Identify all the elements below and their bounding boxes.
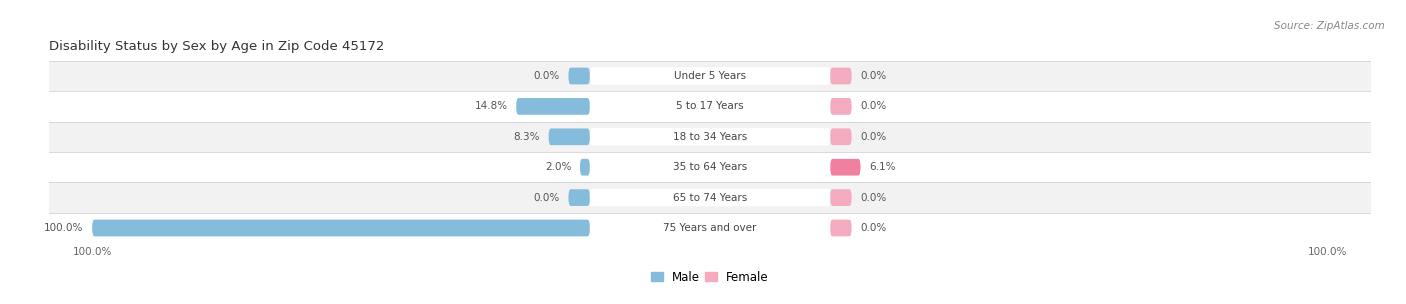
Text: 0.0%: 0.0% [860,102,886,111]
Text: Disability Status by Sex by Age in Zip Code 45172: Disability Status by Sex by Age in Zip C… [49,40,385,53]
FancyBboxPatch shape [93,220,591,237]
Bar [49,122,1371,152]
Text: Under 5 Years: Under 5 Years [673,71,747,81]
Text: 6.1%: 6.1% [869,162,896,172]
Text: 0.0%: 0.0% [860,132,886,142]
FancyBboxPatch shape [591,219,830,237]
Legend: Male, Female: Male, Female [647,266,773,288]
Text: 65 to 74 Years: 65 to 74 Years [673,193,747,202]
FancyBboxPatch shape [830,68,852,85]
FancyBboxPatch shape [591,158,830,176]
FancyBboxPatch shape [591,128,830,146]
FancyBboxPatch shape [516,98,591,115]
FancyBboxPatch shape [591,189,830,206]
Bar [49,61,1371,91]
Bar [49,182,1371,213]
FancyBboxPatch shape [830,159,860,176]
Text: 0.0%: 0.0% [860,71,886,81]
FancyBboxPatch shape [830,220,852,237]
FancyBboxPatch shape [591,98,830,115]
Text: 100.0%: 100.0% [44,223,83,233]
Text: 14.8%: 14.8% [474,102,508,111]
Text: 0.0%: 0.0% [534,193,560,202]
Text: 0.0%: 0.0% [534,71,560,81]
Text: 75 Years and over: 75 Years and over [664,223,756,233]
Text: 2.0%: 2.0% [546,162,571,172]
Bar [49,91,1371,122]
FancyBboxPatch shape [579,159,591,176]
FancyBboxPatch shape [830,128,852,145]
Text: Source: ZipAtlas.com: Source: ZipAtlas.com [1274,21,1385,31]
FancyBboxPatch shape [548,128,591,145]
Text: 8.3%: 8.3% [513,132,540,142]
Text: 0.0%: 0.0% [860,193,886,202]
Text: 35 to 64 Years: 35 to 64 Years [673,162,747,172]
FancyBboxPatch shape [830,189,852,206]
Text: 5 to 17 Years: 5 to 17 Years [676,102,744,111]
Text: 18 to 34 Years: 18 to 34 Years [673,132,747,142]
FancyBboxPatch shape [830,98,852,115]
FancyBboxPatch shape [568,189,591,206]
Bar [49,213,1371,243]
Bar [49,152,1371,182]
FancyBboxPatch shape [568,68,591,85]
FancyBboxPatch shape [591,67,830,85]
Text: 0.0%: 0.0% [860,223,886,233]
